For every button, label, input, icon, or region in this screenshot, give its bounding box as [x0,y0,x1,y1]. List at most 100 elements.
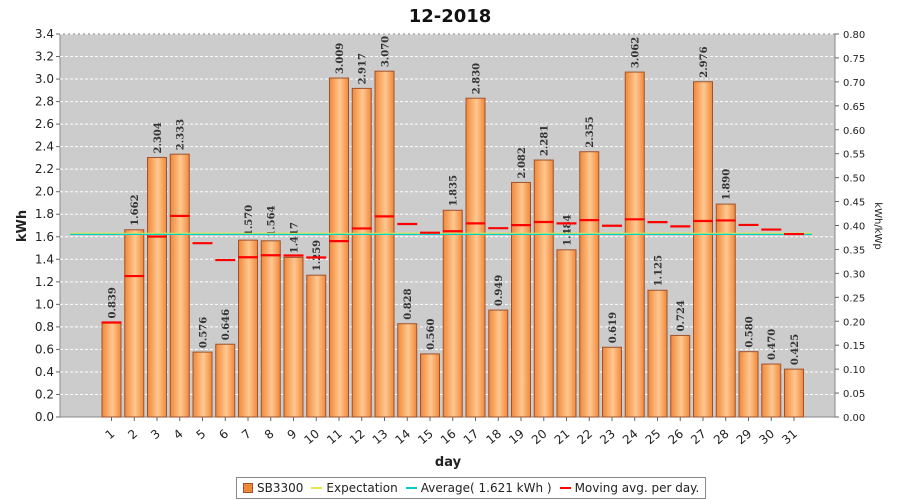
y-tick-label: 2.6 [35,117,54,131]
bar-value-label: 3.070 [381,36,392,67]
bar-value-label: 2.976 [699,46,710,77]
y-tick-label: 0.4 [35,365,54,379]
x-tick-label: 20 [529,427,550,448]
y2-tick-label: 0.10 [843,365,865,376]
bar-value-label: 1.570 [244,205,255,236]
bar-value-label: 1.125 [654,255,665,286]
bar [488,309,509,418]
y-tick-label: 2.4 [35,140,54,154]
bar [374,70,395,418]
x-tick-label: 1 [103,427,118,443]
bar-value-label: 2.917 [358,53,369,84]
x-tick-label: 15 [415,427,436,448]
x-tick-label: 26 [665,427,686,448]
legend-swatch-expectation [311,487,323,489]
y-axis-title: kWh [15,210,30,242]
x-tick-label: 14 [392,427,413,448]
bar-value-label: 0.949 [494,275,505,306]
y-tick-label: 2.0 [35,185,54,199]
y-tick-label: 3.4 [35,27,54,41]
y2-tick-label: 0.55 [843,150,865,161]
bar [147,156,167,418]
bar-value-label: 2.281 [540,125,551,156]
x-tick-label: 6 [216,427,231,443]
y-tick-label: 0.6 [35,342,54,356]
y2-tick-label: 0.25 [843,293,865,304]
y2-tick-label: 0.60 [843,126,865,137]
y2-tick-label: 0.35 [843,245,865,256]
legend-swatch-average [405,487,417,489]
x-tick-label: 11 [324,427,345,448]
y2-tick-label: 0.30 [843,269,865,280]
bar [715,203,736,418]
x-tick-label: 22 [574,427,595,448]
legend: SB3300 Expectation Average( 1.621 kWh ) … [236,477,707,499]
y-tick-label: 0.2 [35,387,54,401]
y-axis-left: 0.0 0.2 0.4 0.6 0.8 1.0 1.2 1.4 1.6 1.8 2.0 2.2 2.4 2… [35,27,60,424]
x-tick-label: 16 [438,427,459,448]
y2-tick-label: 0.65 [843,102,865,113]
x-tick-label: 21 [552,427,573,448]
x-tick-label: 9 [285,427,300,443]
bar-value-label: 2.082 [517,147,528,178]
bar-value-label: 0.839 [108,287,119,318]
bar-value-label: 0.646 [221,309,232,340]
y-tick-label: 1.8 [35,207,54,221]
bar [124,229,145,418]
bar [101,321,122,418]
y2-tick-label: 0.70 [843,78,865,89]
bar [169,153,190,418]
bar-value-label: 0.724 [676,300,687,331]
bar-value-label: 2.333 [176,119,187,150]
x-tick-label: 19 [506,427,527,448]
y2-tick-label: 0.75 [843,54,865,65]
legend-swatch-moving-avg [559,487,571,489]
bar-value-label: 1.259 [312,240,323,271]
x-axis-title: day [435,455,462,470]
bar-value-label: 1.564 [267,205,278,236]
y-tick-label: 3.2 [35,50,54,64]
x-tick-label: 23 [597,427,618,448]
x-tick-label: 17 [461,427,482,448]
bars: 0.839 1.662 2.304 2.333 0.576 0.646 1.570 1.564… [101,36,804,418]
bar-value-label: 0.580 [745,316,756,347]
x-tick-label: 13 [370,427,391,448]
x-axis: 1 2 3 4 5 6 7 8 9 10 11 12 13 14 15 16 17 18 19 20 21 22 23 24 2… [103,417,800,447]
bar [397,323,418,418]
bar-value-label: 1.890 [722,169,733,200]
bar [442,209,463,418]
bar [556,249,577,418]
bar [533,159,554,418]
bar [693,81,713,418]
chart-title: 12-2018 [409,6,492,27]
bar-value-label: 1.484 [563,214,574,245]
legend-item-expectation: Expectation [311,481,398,495]
bar [351,87,372,418]
x-tick-label: 7 [239,427,254,443]
y-tick-label: 1.4 [35,252,54,266]
y2-tick-label: 0.50 [843,174,865,185]
bar [465,97,486,418]
legend-item-average: Average( 1.621 kWh ) [405,481,552,495]
bar [306,274,327,418]
y-tick-label: 0.8 [35,320,54,334]
x-tick-label: 10 [301,427,322,448]
bar [420,353,440,418]
bar [624,71,645,418]
x-tick-label: 30 [756,427,777,448]
bar [192,351,213,418]
legend-item-moving-avg: Moving avg. per day. [559,481,699,495]
y2-tick-label: 0.00 [843,413,865,424]
y-tick-label: 3.0 [35,72,54,86]
bar [511,181,531,418]
y2-tick-label: 0.45 [843,198,865,209]
y-tick-label: 1.6 [35,230,54,244]
y2-axis-title: kWh/kWp [872,202,883,249]
y-tick-label: 2.8 [35,95,54,109]
bar [761,363,782,418]
x-tick-label: 27 [688,427,709,448]
bar [784,368,804,418]
bar-value-label: 2.830 [472,63,483,94]
bar-value-label: 3.009 [335,43,346,74]
